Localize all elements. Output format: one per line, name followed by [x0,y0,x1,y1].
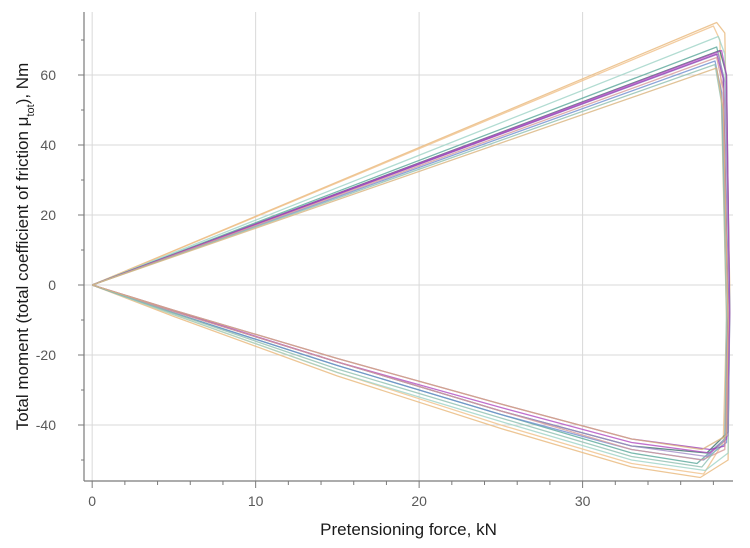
x-axis-title: Pretensioning force, kN [320,520,497,539]
y-tick-label: -40 [36,417,56,433]
y-axis-title: Total moment (total coefficient of frict… [13,63,37,431]
series-group [91,21,731,479]
series-line-4 [91,46,729,465]
y-tick-label: 0 [48,277,56,293]
series-line-1 [91,21,731,479]
x-tick-label: 0 [88,493,96,509]
series-line-7 [91,60,729,461]
y-tick-label: 60 [40,67,56,83]
series-line-3 [91,35,731,472]
series-line-11 [91,63,728,468]
series-line-10 [91,56,729,461]
grid [84,12,733,481]
ticks: 0 10 20 30 -40 -20 0 20 40 60 [36,39,714,509]
y-tick-label: 20 [40,207,56,223]
y-axis-title-tail: ), Nm [13,63,32,105]
series-line-12 [91,67,729,451]
x-tick-label: 20 [411,493,427,509]
x-tick-label: 10 [248,493,264,509]
y-axis-title-main: Total moment (total coefficient of frict… [13,117,32,431]
y-axis-title-subscript: tot [25,104,37,116]
y-tick-label: 40 [40,137,56,153]
axes [83,12,733,482]
y-tick-label: -20 [36,347,56,363]
x-tick-label: 30 [575,493,591,509]
